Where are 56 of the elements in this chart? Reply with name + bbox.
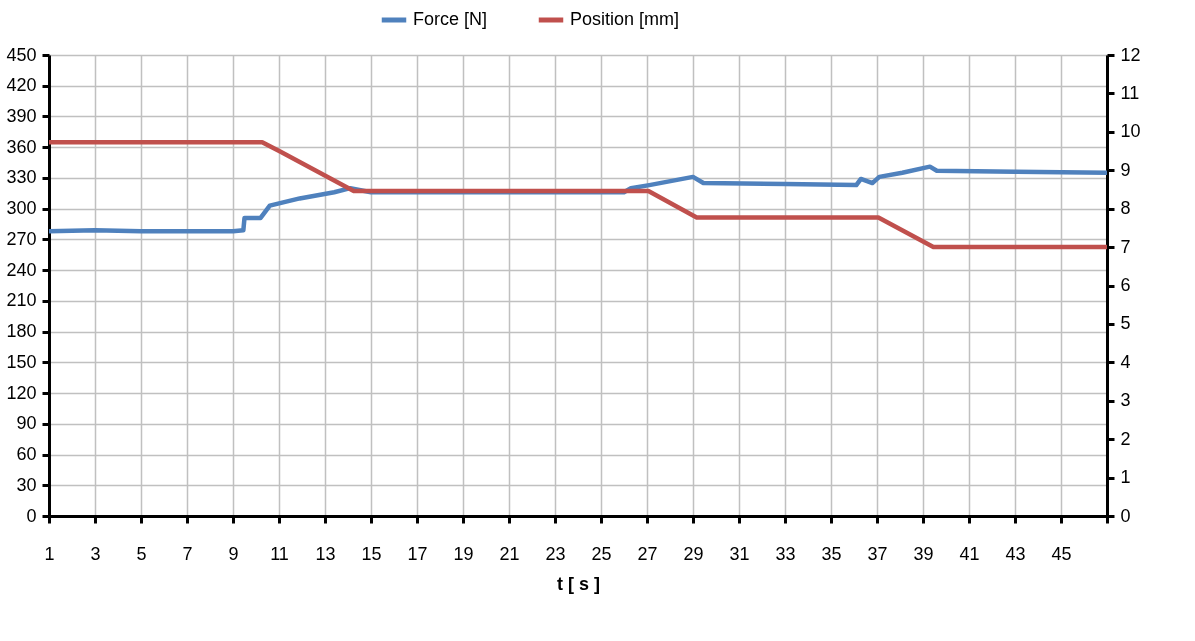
x-tick-label: 37 — [867, 543, 888, 564]
y2-tick-label: 11 — [1120, 82, 1140, 103]
y-tick-label: 300 — [6, 198, 37, 219]
y-tick-label: 180 — [6, 321, 37, 342]
y2-tick-label: 10 — [1120, 121, 1141, 142]
x-tick-label: 23 — [545, 543, 566, 564]
y2-tick-label: 7 — [1120, 236, 1131, 257]
x-tick-label: 29 — [683, 543, 704, 564]
x-tick-label: 3 — [90, 543, 101, 564]
y-tick-label: 360 — [6, 136, 37, 157]
y2-tick-label: 12 — [1120, 44, 1141, 65]
x-tick-label: 21 — [499, 543, 520, 564]
y2-tick-label: 0 — [1120, 505, 1131, 526]
x-axis-title: t [ s ] — [557, 573, 600, 594]
y-tick-label: 270 — [6, 228, 37, 249]
x-tick-label: 1 — [44, 543, 55, 564]
x-tick-label: 45 — [1051, 543, 1072, 564]
x-tick-label: 31 — [729, 543, 750, 564]
y-tick-label: 390 — [6, 105, 37, 126]
y2-tick-label: 8 — [1120, 198, 1131, 219]
x-tick-label: 7 — [182, 543, 193, 564]
legend-label: Position [mm] — [570, 9, 680, 29]
y-tick-label: 30 — [16, 474, 37, 495]
x-tick-label: 19 — [453, 543, 474, 564]
x-tick-label: 41 — [959, 543, 980, 564]
x-tick-label: 35 — [821, 543, 842, 564]
y-tick-label: 90 — [16, 413, 37, 434]
x-tick-label: 5 — [136, 543, 147, 564]
legend-label: Force [N] — [413, 9, 488, 29]
y-tick-label: 120 — [6, 382, 37, 403]
y2-tick-label: 1 — [1120, 467, 1131, 488]
line-series — [49, 139, 1107, 250]
x-tick-label: 33 — [775, 543, 796, 564]
y2-tick-label: 5 — [1120, 313, 1131, 334]
y-tick-label: 240 — [6, 259, 37, 280]
x-tick-label: 27 — [637, 543, 658, 564]
y-tick-label: 420 — [6, 75, 37, 96]
y-tick-label: 60 — [16, 444, 37, 465]
x-tick-label: 25 — [591, 543, 612, 564]
y-tick-label: 210 — [6, 290, 37, 311]
x-tick-label: 43 — [1005, 543, 1026, 564]
x-tick-label: 15 — [361, 543, 382, 564]
y2-tick-label: 3 — [1120, 390, 1131, 411]
x-tick-label: 11 — [270, 543, 289, 564]
y2-tick-label: 9 — [1120, 159, 1131, 180]
y-tick-label: 330 — [6, 167, 37, 188]
x-tick-label: 9 — [228, 543, 239, 564]
x-tick-label: 39 — [913, 543, 934, 564]
y-tick-label: 0 — [26, 505, 37, 526]
y-tick-label: 450 — [6, 44, 37, 65]
y2-tick-label: 2 — [1120, 428, 1131, 449]
y-tick-label: 150 — [6, 351, 37, 372]
x-tick-label: 17 — [407, 543, 428, 564]
y2-tick-label: 6 — [1120, 275, 1131, 295]
x-tick-label: 13 — [315, 543, 336, 564]
y2-tick-label: 4 — [1120, 351, 1131, 372]
